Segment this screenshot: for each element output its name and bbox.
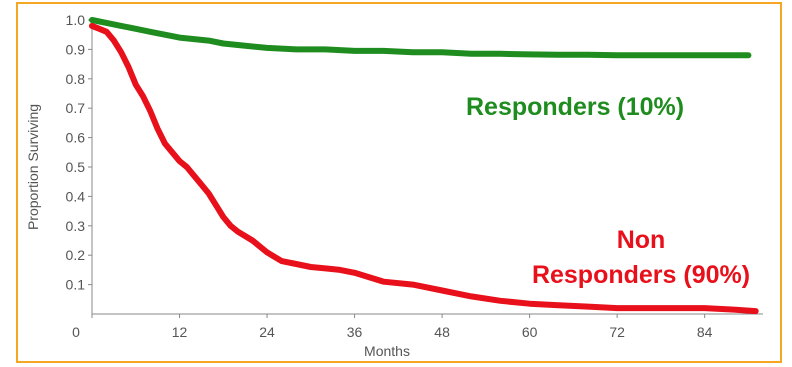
survival-chart: 0.1 0.2 0.3 0.4 0.5 0.6 0.7 0.8 0.9 1.0 0 12 24 36 48… <box>25 12 763 359</box>
y-tick-label: 0.6 <box>66 130 86 146</box>
y-tick-label: 0.4 <box>66 188 86 204</box>
non-responders-label-line2: Responders (90%) <box>532 261 750 289</box>
y-tick-label: 0.8 <box>66 71 86 87</box>
x-axis-title: Months <box>364 343 410 359</box>
x-tick-label: 60 <box>522 324 538 340</box>
x-tick-label: 0 <box>72 324 80 340</box>
x-tick-label: 72 <box>609 324 625 340</box>
y-tick-label: 0.2 <box>66 247 86 263</box>
y-axis-title: Proportion Surviving <box>25 104 41 230</box>
x-tick-label: 48 <box>434 324 450 340</box>
y-tick-label: 1.0 <box>66 12 86 28</box>
chart-frame: 0.1 0.2 0.3 0.4 0.5 0.6 0.7 0.8 0.9 1.0 0 12 24 36 48… <box>16 2 782 363</box>
x-tick-label: 36 <box>347 324 363 340</box>
y-tick-label: 0.1 <box>66 277 86 293</box>
x-tick-label: 84 <box>697 324 713 340</box>
y-tick-label: 0.3 <box>66 218 86 234</box>
x-tick-label: 12 <box>172 324 188 340</box>
y-ticks: 0.1 0.2 0.3 0.4 0.5 0.6 0.7 0.8 0.9 1.0 <box>66 12 92 293</box>
series-line-responders <box>89 17 752 59</box>
series-layer <box>89 17 759 315</box>
x-tick-label: 24 <box>259 324 275 340</box>
series-line-non-responders <box>89 22 759 315</box>
y-tick-label: 0.5 <box>66 159 86 175</box>
y-tick-label: 0.9 <box>66 41 86 57</box>
responders-label: Responders (10%) <box>466 93 684 121</box>
non-responders-label-line1: Non <box>617 226 666 254</box>
x-ticks: 0 12 24 36 48 60 72 84 <box>72 314 713 340</box>
y-tick-label: 0.7 <box>66 100 86 116</box>
